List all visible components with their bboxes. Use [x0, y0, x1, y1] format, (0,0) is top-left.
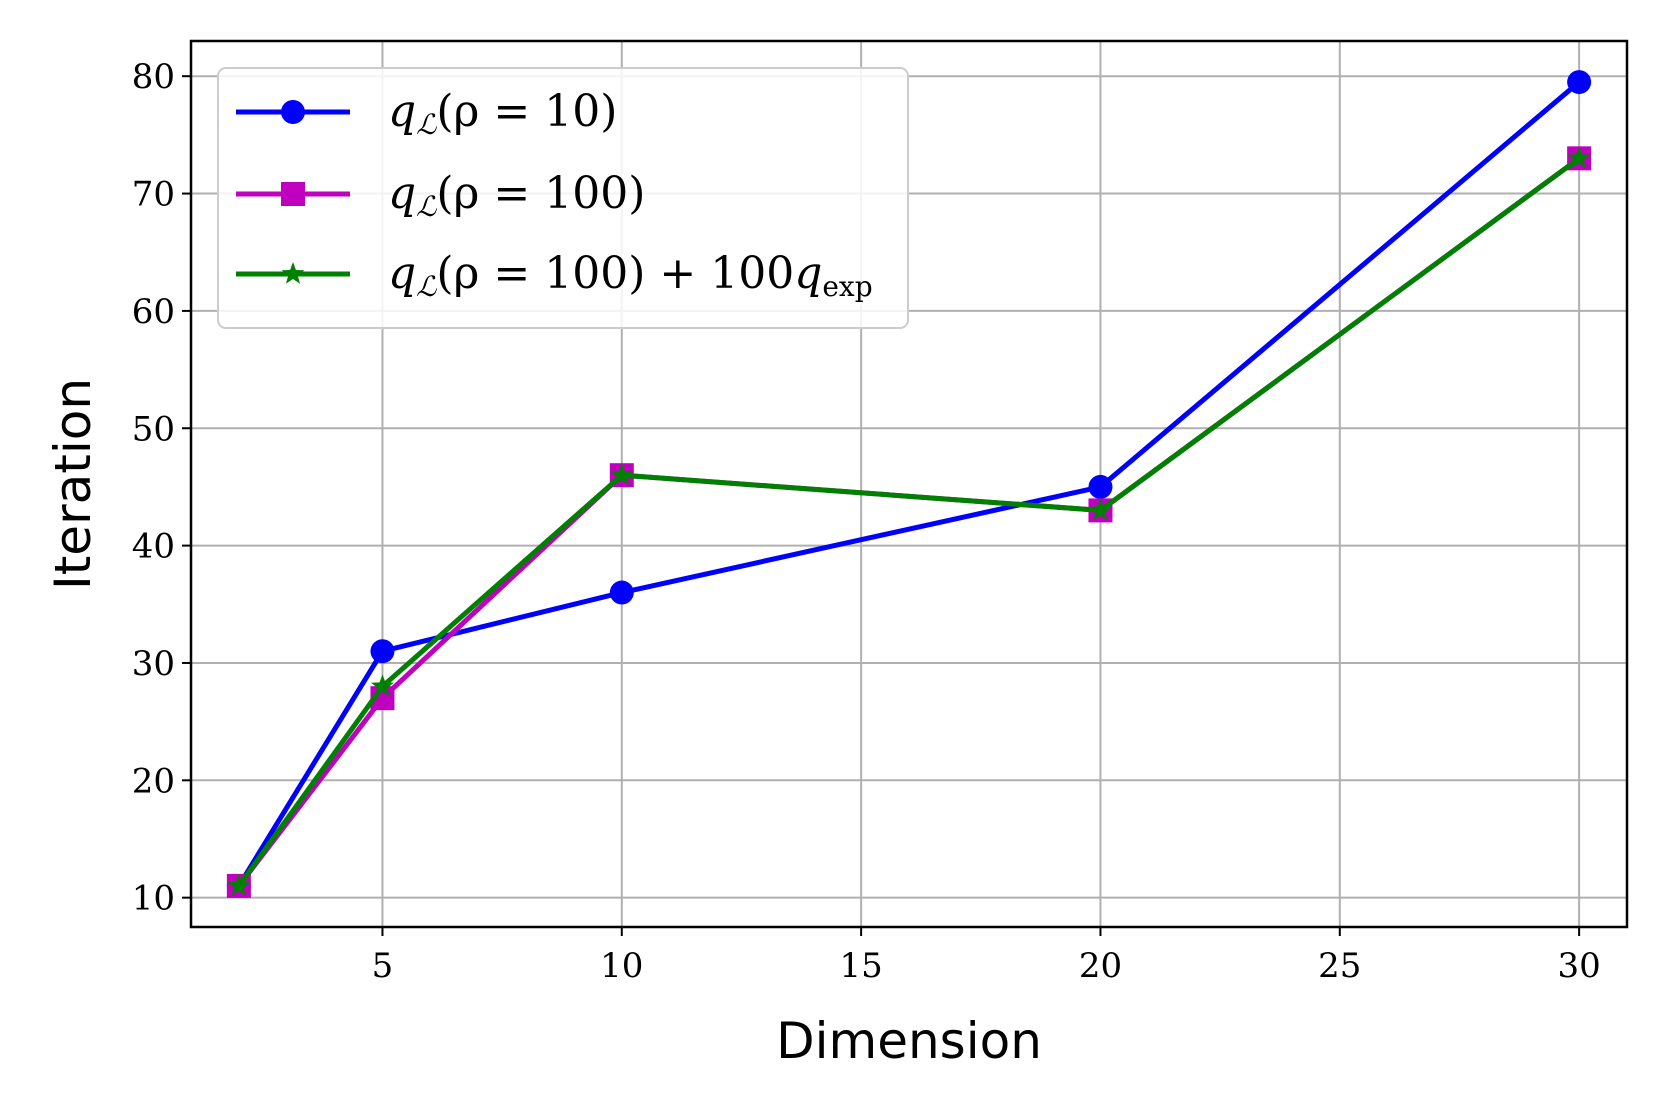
series-layer — [226, 70, 1592, 898]
x-tick-label: 15 — [840, 946, 883, 986]
data-point — [227, 873, 251, 896]
y-tick-label: 50 — [132, 409, 175, 449]
data-point — [1567, 146, 1591, 169]
data-point — [610, 463, 634, 485]
y-tick-label: 70 — [132, 175, 175, 215]
y-tick-label: 60 — [132, 292, 175, 332]
legend-label: qℒ(ρ = 100) + 100qexp — [388, 248, 873, 303]
x-tick-label: 5 — [372, 946, 394, 986]
y-tick-label: 20 — [132, 761, 175, 801]
plot-frame — [189, 39, 1629, 929]
data-point — [609, 580, 634, 605]
x-axis-label: Dimension — [776, 1012, 1042, 1070]
x-tick-label: 10 — [600, 946, 643, 986]
data-point — [370, 639, 395, 664]
legend-box — [217, 67, 909, 329]
legend-label: qℒ(ρ = 10) — [388, 86, 617, 141]
series-3 — [227, 146, 1591, 896]
legend-entry: qℒ(ρ = 10) — [236, 86, 617, 141]
x-tick-label: 30 — [1558, 946, 1601, 986]
y-tick-label: 80 — [132, 57, 175, 97]
data-point — [1088, 474, 1113, 499]
ticks: 5 10 15 20 25 30 10 20 30 40 50 60 70 80 — [132, 57, 1601, 986]
legend-entry: qℒ(ρ = 100) + 100qexp — [236, 248, 873, 303]
legend-entry: qℒ(ρ = 100) — [236, 168, 645, 223]
legend-label: qℒ(ρ = 100) — [388, 168, 645, 223]
data-point — [1089, 498, 1112, 521]
legend-swatch-marker — [281, 100, 305, 124]
y-tick-label: 30 — [132, 644, 175, 684]
y-tick-label: 40 — [132, 527, 175, 567]
legend-swatch-marker — [281, 262, 305, 284]
x-tick-label: 25 — [1318, 946, 1361, 986]
legend: qℒ(ρ = 10) qℒ(ρ = 100) qℒ(ρ = 100) + 100qe… — [217, 67, 909, 329]
legend-swatch-marker — [281, 182, 305, 206]
y-tick-label: 10 — [132, 879, 175, 919]
data-point — [371, 674, 394, 697]
x-tick-label: 20 — [1079, 946, 1122, 986]
data-point — [1567, 70, 1592, 95]
y-axis-label: Iteration — [44, 378, 102, 590]
